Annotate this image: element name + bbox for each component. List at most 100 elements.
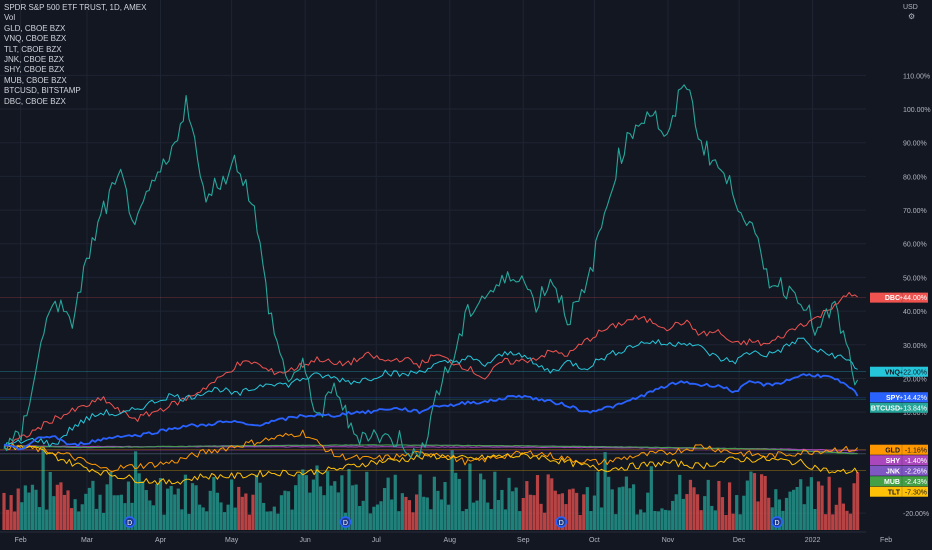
volume-bar bbox=[493, 471, 497, 530]
volume-bar bbox=[368, 513, 372, 530]
series-line-tlt bbox=[3, 444, 859, 486]
x-tick-label: Feb bbox=[15, 537, 27, 544]
price-tag-bg bbox=[870, 476, 928, 487]
volume-bar bbox=[116, 495, 120, 530]
volume-bar bbox=[173, 494, 177, 530]
legend-item[interactable]: JNK, CBOE BZX bbox=[4, 55, 65, 65]
volume-bar bbox=[286, 491, 291, 530]
gear-icon[interactable]: ⚙ bbox=[908, 12, 916, 21]
series-dbc bbox=[3, 291, 858, 447]
volume-bar bbox=[496, 499, 500, 530]
series-gld bbox=[3, 429, 858, 473]
legend-item[interactable]: VNQ, CBOE BZX bbox=[4, 34, 67, 44]
series-line-dbc bbox=[3, 291, 858, 447]
volume-bar bbox=[603, 452, 607, 530]
volume-bar bbox=[176, 488, 180, 530]
legend-item[interactable]: GLD, CBOE BZX bbox=[4, 23, 66, 33]
volume-bar bbox=[180, 509, 184, 530]
volume-bar bbox=[219, 502, 223, 530]
volume-bar bbox=[400, 493, 404, 530]
volume-bar bbox=[767, 497, 771, 530]
volume-bar bbox=[272, 506, 276, 530]
volume-bar bbox=[521, 498, 525, 530]
price-tag-spy: SPY +14.42% bbox=[870, 392, 928, 403]
price-tag-bg bbox=[870, 366, 928, 377]
volume-bar bbox=[539, 503, 543, 530]
currency-label[interactable]: USD bbox=[903, 4, 918, 11]
volume-bar bbox=[194, 485, 198, 530]
volume-bar bbox=[671, 500, 675, 530]
volume-bar bbox=[479, 473, 483, 530]
price-tag-value: +22.00% bbox=[899, 369, 927, 376]
price-tag-bg bbox=[870, 292, 928, 303]
volume-bar bbox=[414, 494, 419, 530]
dividend-marker-circle bbox=[771, 516, 783, 528]
volume-bar bbox=[73, 499, 77, 530]
volume-bar bbox=[265, 511, 269, 530]
y-tick-label: 80.00% bbox=[903, 174, 927, 181]
price-tag-value: -1.40% bbox=[905, 458, 927, 465]
legend-item[interactable]: Vol bbox=[4, 13, 16, 23]
volume-bar bbox=[607, 476, 611, 530]
volume-bar bbox=[66, 490, 70, 530]
price-tag-ticker: VNQ bbox=[885, 369, 901, 376]
volume-bar bbox=[98, 494, 102, 530]
series-line-gld bbox=[3, 429, 858, 473]
price-tag-shy: SHY -1.40% bbox=[870, 455, 928, 466]
volume-bar bbox=[94, 508, 99, 530]
legend-item[interactable]: SHY, CBOE BZX bbox=[4, 65, 65, 75]
volume-bar bbox=[411, 512, 415, 530]
volume-bar bbox=[45, 509, 49, 530]
y-tick-label: 40.00% bbox=[903, 309, 927, 316]
volume-bar bbox=[486, 502, 490, 530]
price-tag-value: +13.84% bbox=[899, 405, 927, 412]
dividend-marker-label: D bbox=[343, 520, 348, 527]
volume-bar bbox=[685, 494, 689, 530]
price-tag-value: -1.16% bbox=[905, 447, 927, 454]
volume-bar bbox=[546, 474, 550, 530]
volume-bar bbox=[48, 471, 52, 530]
price-tag-ticker: BTCUSD bbox=[871, 405, 900, 412]
legend-main[interactable]: SPDR S&P 500 ETF TRUST, 1D, AMEX bbox=[4, 3, 147, 12]
legend-item[interactable]: TLT, CBOE BZX bbox=[4, 44, 62, 54]
volume-bar bbox=[489, 509, 493, 530]
volume-bar bbox=[166, 488, 170, 530]
series-line-btcusd bbox=[3, 84, 859, 459]
volume-bar bbox=[756, 501, 760, 530]
y-tick-label: 10.00% bbox=[903, 410, 927, 417]
series-tlt bbox=[3, 444, 859, 486]
price-tag-tlt: TLT -7.30% bbox=[870, 486, 928, 497]
volume-bar bbox=[557, 494, 561, 530]
volume-bar bbox=[144, 490, 148, 530]
price-tag-ticker: MUB bbox=[884, 479, 900, 486]
volume-bar bbox=[774, 489, 778, 530]
volume-bar bbox=[183, 474, 187, 530]
volume-bar bbox=[792, 489, 796, 530]
volume-bar bbox=[567, 489, 572, 530]
volume-bar bbox=[585, 487, 589, 530]
volume-bar bbox=[365, 471, 369, 530]
volume-bar bbox=[198, 504, 202, 530]
volume-bar bbox=[713, 510, 717, 530]
legend-item[interactable]: DBC, CBOE BZX bbox=[4, 96, 66, 106]
price-tag-value: -7.30% bbox=[905, 489, 927, 496]
volume-bar bbox=[407, 500, 412, 530]
price-tag-value: -2.43% bbox=[905, 479, 927, 486]
volume-bar bbox=[838, 487, 842, 530]
volume-bar bbox=[802, 504, 806, 530]
volume-bar bbox=[37, 507, 42, 530]
volume-bar bbox=[59, 482, 63, 530]
volume-bar bbox=[390, 499, 394, 530]
x-tick-label: 2022 bbox=[805, 537, 821, 544]
volume-bar bbox=[126, 481, 131, 530]
price-tag-dbc: DBC +44.00% bbox=[870, 292, 928, 303]
x-tick-label: Oct bbox=[589, 537, 600, 544]
legend-item[interactable]: MUB, CBOE BZX bbox=[4, 75, 67, 85]
grid bbox=[0, 0, 866, 530]
volume-bar bbox=[706, 479, 710, 530]
volume-bar bbox=[109, 472, 113, 530]
legend-item[interactable]: BTCUSD, BITSTAMP bbox=[4, 86, 81, 96]
